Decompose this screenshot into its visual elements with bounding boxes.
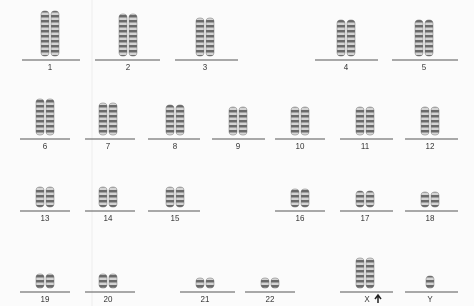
chromosome	[165, 104, 175, 136]
chromosome	[108, 273, 118, 289]
chromosome-label: 1	[48, 63, 53, 72]
chromosome	[128, 13, 138, 57]
chromosome	[165, 186, 175, 208]
chromosome-label: 11	[361, 142, 370, 151]
chromosome-label: 5	[422, 63, 427, 72]
chromosome	[195, 17, 205, 57]
chromosome	[205, 277, 215, 289]
chromosome	[205, 17, 215, 57]
chromosome	[300, 106, 310, 136]
chromosome	[45, 273, 55, 289]
chromosome	[365, 257, 375, 289]
chromosome-label: X	[364, 295, 370, 304]
chromosome-label: 14	[104, 214, 113, 223]
chromosome-label: 8	[173, 142, 178, 151]
chromosome-label: 15	[171, 214, 180, 223]
chromosome	[424, 19, 434, 57]
chromosome-label: 20	[104, 295, 113, 304]
chromosome-label: 12	[426, 142, 435, 151]
chromosome	[336, 19, 346, 57]
chromosome	[260, 277, 270, 289]
chromosome	[270, 277, 280, 289]
chromosome	[365, 106, 375, 136]
chromosome-label: 2	[126, 63, 131, 72]
chromosome	[98, 273, 108, 289]
chromosome	[355, 190, 365, 208]
chromosome-label: 7	[106, 142, 111, 151]
chromosome-label: 13	[41, 214, 50, 223]
chromosome-label: 9	[236, 142, 241, 151]
chromosome	[228, 106, 238, 136]
chromosome	[430, 191, 440, 208]
chromosome-label: 21	[201, 295, 210, 304]
chromosome	[365, 190, 375, 208]
chromosome-label: 4	[344, 63, 349, 72]
chromosome-label: 3	[203, 63, 208, 72]
chromosome	[45, 186, 55, 208]
chromosome	[35, 98, 45, 136]
chromosome-label: 18	[426, 214, 435, 223]
chromosome	[430, 106, 440, 136]
chromosome	[108, 186, 118, 208]
chromosome	[425, 275, 435, 289]
chromosome	[238, 106, 248, 136]
chromosome	[40, 10, 50, 57]
chromosome	[35, 273, 45, 289]
chromosome-label: 6	[43, 142, 48, 151]
chromosome	[118, 13, 128, 57]
chromosome	[98, 186, 108, 208]
chromosome	[346, 19, 356, 57]
chromosome	[195, 277, 205, 289]
chromosome	[45, 98, 55, 136]
chromosome	[35, 186, 45, 208]
arrow	[374, 293, 382, 303]
chromosome	[175, 186, 185, 208]
chromosome-label: 19	[41, 295, 50, 304]
chromosome	[108, 102, 118, 136]
chromosome	[290, 106, 300, 136]
chromosome	[98, 102, 108, 136]
chromosome	[50, 10, 60, 57]
chromosome	[420, 106, 430, 136]
chromosome-label: 10	[296, 142, 305, 151]
chromosome-label: 16	[296, 214, 305, 223]
chromosome	[355, 257, 365, 289]
chromosome	[414, 19, 424, 57]
chromosome-label: 22	[266, 295, 275, 304]
chromosome	[355, 106, 365, 136]
chromosome	[175, 104, 185, 136]
chromosome	[300, 188, 310, 208]
chromosome-label: 17	[361, 214, 370, 223]
chromosome	[420, 191, 430, 208]
chromosome-label: Y	[427, 295, 433, 304]
chromosome	[290, 188, 300, 208]
